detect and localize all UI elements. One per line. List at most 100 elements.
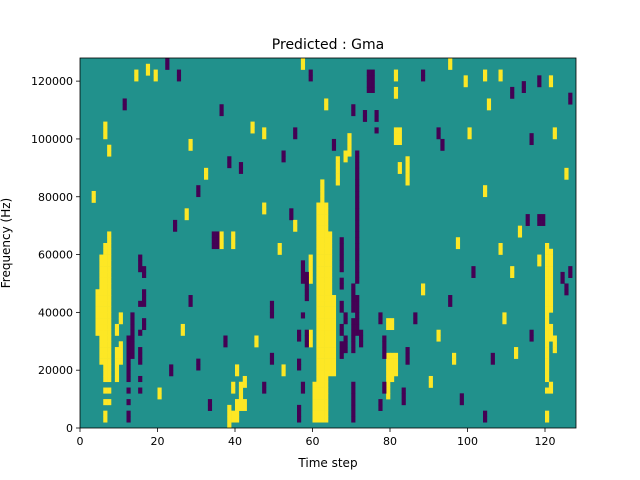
heatmap-cell xyxy=(231,416,236,423)
heatmap-cell xyxy=(126,410,131,417)
heatmap-cell xyxy=(103,266,108,273)
heatmap-cell xyxy=(324,266,329,273)
heatmap-cell xyxy=(471,271,476,278)
heatmap-cell xyxy=(324,254,329,261)
heatmap-cell xyxy=(413,312,418,319)
heatmap-cell xyxy=(428,381,433,388)
heatmap-cell xyxy=(320,410,325,417)
heatmap-cell xyxy=(374,110,379,117)
heatmap-cell xyxy=(401,393,406,400)
heatmap-cell xyxy=(173,219,178,226)
heatmap-cell xyxy=(107,358,112,365)
heatmap-cell xyxy=(347,150,352,157)
heatmap-cell xyxy=(235,410,240,417)
heatmap-cell xyxy=(235,404,240,411)
heatmap-cell xyxy=(130,341,135,348)
heatmap-cell xyxy=(339,306,344,313)
heatmap-cell xyxy=(370,86,375,93)
heatmap-cell xyxy=(95,323,100,331)
heatmap-cell xyxy=(359,341,364,348)
heatmap-cell xyxy=(107,277,112,284)
heatmap-cell xyxy=(320,237,325,244)
heatmap-cell xyxy=(351,323,356,331)
heatmap-cell xyxy=(548,329,554,336)
heatmap-cell xyxy=(514,352,519,359)
heatmap-cell xyxy=(421,75,426,82)
heatmap-cell xyxy=(351,300,356,307)
heatmap-cell xyxy=(548,300,554,307)
heatmap-cell xyxy=(238,387,244,394)
heatmap-cell xyxy=(204,167,209,174)
heatmap-cell xyxy=(428,375,433,383)
heatmap-cell xyxy=(339,277,344,284)
heatmap-cell xyxy=(328,306,333,313)
heatmap-cell xyxy=(300,271,306,278)
heatmap-cell xyxy=(498,243,503,250)
heatmap-cell xyxy=(355,208,360,215)
heatmap-cell xyxy=(545,352,550,359)
heatmap-cell xyxy=(483,75,488,82)
heatmap-cell xyxy=(552,133,557,140)
y-tick-label: 80000 xyxy=(38,191,73,204)
heatmap-cell xyxy=(215,237,220,244)
heatmap-cell xyxy=(436,133,441,140)
heatmap-cell xyxy=(525,214,530,221)
heatmap-cell xyxy=(219,110,224,117)
heatmap-cell xyxy=(545,387,550,394)
heatmap-cell xyxy=(328,364,333,371)
heatmap-cell xyxy=(235,370,240,377)
heatmap-cell xyxy=(552,335,557,342)
heatmap-cell xyxy=(126,387,131,394)
heatmap-cell xyxy=(320,179,325,186)
heatmap-cell xyxy=(378,404,383,411)
heatmap-cell xyxy=(269,352,275,359)
heatmap-cell xyxy=(142,300,147,307)
heatmap-cell xyxy=(382,352,387,359)
heatmap-cell xyxy=(316,271,321,278)
heatmap-cell xyxy=(320,393,325,400)
heatmap-cell xyxy=(324,214,329,221)
x-tick-label: 120 xyxy=(535,435,556,448)
heatmap-cell xyxy=(351,283,356,290)
heatmap-cell xyxy=(545,347,550,354)
heatmap-cell xyxy=(421,283,426,290)
heatmap-cell xyxy=(107,335,112,342)
heatmap-cell xyxy=(320,289,325,296)
heatmap-cell xyxy=(324,318,329,325)
heatmap-cell xyxy=(328,300,333,307)
chart-title: Predicted : Gma xyxy=(272,37,384,53)
heatmap-cell xyxy=(138,352,143,359)
heatmap-cell xyxy=(370,69,375,76)
heatmap-cell xyxy=(91,190,96,198)
heatmap-cell xyxy=(355,202,360,209)
heatmap-cell xyxy=(331,347,337,354)
heatmap-cell xyxy=(320,225,325,232)
heatmap-cell xyxy=(355,271,360,278)
heatmap-cell xyxy=(153,69,158,76)
heatmap-cell xyxy=(459,399,464,406)
heatmap-cell xyxy=(355,300,360,307)
heatmap-cell xyxy=(401,387,406,394)
heatmap-cell xyxy=(277,243,282,250)
heatmap-cell xyxy=(262,208,267,215)
heatmap-cell xyxy=(328,335,333,342)
y-tick-label: 100000 xyxy=(31,133,73,146)
heatmap-cell xyxy=(510,92,515,99)
heatmap-cell xyxy=(99,254,104,261)
heatmap-cell xyxy=(339,243,344,250)
heatmap-cell xyxy=(393,75,399,82)
y-tick-label: 60000 xyxy=(38,249,73,262)
heatmap-cell xyxy=(405,167,410,174)
heatmap-cell xyxy=(324,364,329,371)
heatmap-cell xyxy=(351,341,356,348)
heatmap-cell xyxy=(126,399,131,406)
heatmap-cell xyxy=(238,393,244,400)
heatmap-cell xyxy=(405,358,410,365)
heatmap-cell xyxy=(316,312,321,319)
heatmap-cell xyxy=(103,260,108,267)
heatmap-cell xyxy=(300,387,306,394)
heatmap-cell xyxy=(366,69,371,76)
heatmap-cell xyxy=(308,335,313,342)
heatmap-cell xyxy=(289,208,294,215)
heatmap-cell xyxy=(324,243,329,250)
